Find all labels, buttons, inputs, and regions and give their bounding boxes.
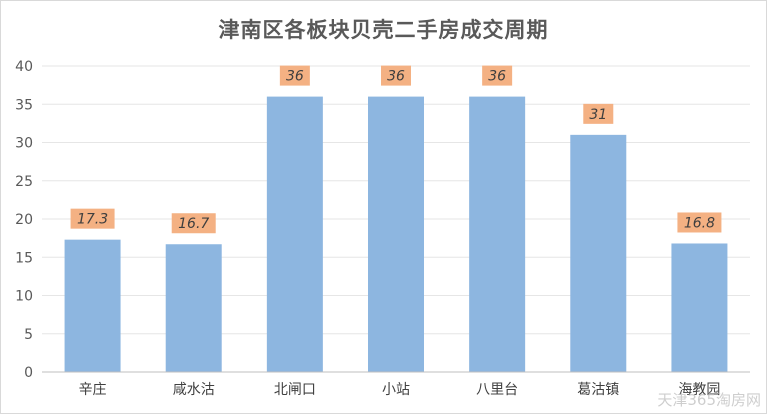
bar <box>368 96 424 372</box>
y-tick-label: 20 <box>15 212 33 228</box>
y-tick-label: 10 <box>15 289 33 305</box>
bar <box>469 96 526 372</box>
y-tick-label: 35 <box>15 97 33 113</box>
y-axis-ticks: 0 5 10 15 20 25 30 35 40 <box>15 59 33 381</box>
y-tick-label: 25 <box>15 174 33 190</box>
bar <box>570 134 627 372</box>
data-labels: 17.3 16.7 36 36 36 31 16.8 <box>70 65 722 234</box>
data-label: 16.8 <box>684 215 715 231</box>
category-label: 八里台 <box>476 382 518 398</box>
category-label: 辛庄 <box>79 381 107 398</box>
data-label: 36 <box>387 69 405 85</box>
y-tick-label: 40 <box>15 59 33 75</box>
data-label-box <box>381 65 411 86</box>
category-label: 北闸口 <box>274 382 316 398</box>
data-label: 36 <box>286 69 304 85</box>
data-label: 36 <box>488 69 506 85</box>
y-tick-label: 0 <box>24 365 33 381</box>
bar <box>165 244 222 372</box>
data-label: 31 <box>589 107 607 123</box>
bar <box>671 243 728 372</box>
data-label-box <box>677 212 722 233</box>
y-tick-label: 30 <box>15 136 33 152</box>
category-label: 咸水沽 <box>173 382 215 398</box>
category-label: 海教园 <box>678 382 720 398</box>
category-label: 葛沽镇 <box>577 382 619 398</box>
chart-title: 津南区各板块贝壳二手房成交周期 <box>218 18 549 42</box>
category-label: 小站 <box>382 382 410 398</box>
data-label: 17.3 <box>77 212 108 228</box>
data-label-box <box>279 65 310 86</box>
watermark: 天津365淘房网 <box>657 391 761 409</box>
category-labels: 辛庄 咸水沽 北闸口 小站 八里台 葛沽镇 海教园 <box>79 381 721 398</box>
bar <box>64 239 121 372</box>
y-tick-label: 5 <box>24 327 33 343</box>
bars <box>64 96 728 372</box>
data-label-box <box>171 213 216 234</box>
data-label-box <box>583 103 614 124</box>
data-label-box <box>482 65 513 86</box>
data-label-box <box>70 208 115 229</box>
bar <box>266 96 323 372</box>
data-label: 16.7 <box>178 216 209 232</box>
y-tick-label: 15 <box>15 250 33 266</box>
